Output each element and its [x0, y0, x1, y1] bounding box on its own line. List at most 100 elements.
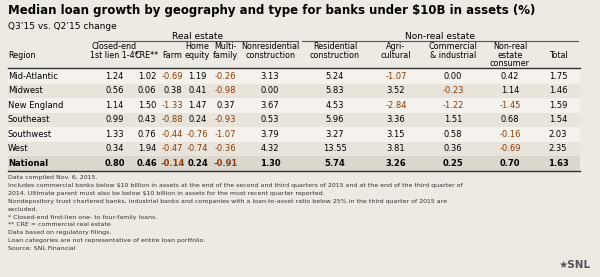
Bar	[8, 142, 580, 156]
Text: -0.98: -0.98	[215, 86, 236, 95]
Text: -1.33: -1.33	[161, 101, 184, 110]
Text: -0.91: -0.91	[214, 159, 238, 168]
Bar	[8, 127, 580, 142]
Text: -0.88: -0.88	[161, 115, 184, 124]
Text: 0.25: 0.25	[443, 159, 463, 168]
Text: cultural: cultural	[381, 51, 411, 60]
Text: Multi-: Multi-	[214, 42, 236, 51]
Text: 3.26: 3.26	[386, 159, 406, 168]
Text: -0.23: -0.23	[442, 86, 464, 95]
Text: & industrial: & industrial	[430, 51, 476, 60]
Text: -0.93: -0.93	[215, 115, 236, 124]
Text: -0.14: -0.14	[160, 159, 185, 168]
Text: 0.00: 0.00	[444, 72, 462, 81]
Text: Agri-: Agri-	[386, 42, 406, 51]
Text: -0.69: -0.69	[162, 72, 183, 81]
Text: equity: equity	[185, 51, 210, 60]
Text: 0.99: 0.99	[106, 115, 124, 124]
Text: 4.32: 4.32	[261, 144, 279, 153]
Text: Nondepository trust chartered banks, industrial banks and companies with a loan-: Nondepository trust chartered banks, ind…	[8, 199, 447, 204]
Text: Includes commercial banks below $10 billion in assets at the end of the second a: Includes commercial banks below $10 bill…	[8, 183, 463, 188]
Text: 3.27: 3.27	[326, 130, 344, 139]
Text: 0.34: 0.34	[105, 144, 124, 153]
Text: Non-real: Non-real	[493, 42, 527, 51]
Text: Data compiled Nov. 6, 2015.: Data compiled Nov. 6, 2015.	[8, 176, 97, 181]
Text: 0.06: 0.06	[138, 86, 156, 95]
Text: 3.81: 3.81	[386, 144, 406, 153]
Text: 1.75: 1.75	[549, 72, 567, 81]
Text: 0.80: 0.80	[104, 159, 125, 168]
Text: 3.67: 3.67	[260, 101, 280, 110]
Text: 0.76: 0.76	[137, 130, 157, 139]
Text: 0.38: 0.38	[163, 86, 182, 95]
Text: 3.79: 3.79	[260, 130, 280, 139]
Text: 1.33: 1.33	[105, 130, 124, 139]
Text: Residential: Residential	[313, 42, 357, 51]
Text: -2.84: -2.84	[385, 101, 407, 110]
Text: excluded.: excluded.	[8, 207, 38, 212]
Text: 0.42: 0.42	[501, 72, 519, 81]
Text: -0.69: -0.69	[499, 144, 521, 153]
Text: Loan categories are not representative of entire loan portfolio.: Loan categories are not representative o…	[8, 238, 205, 243]
Bar	[8, 69, 580, 83]
Text: 5.24: 5.24	[326, 72, 344, 81]
Bar	[8, 98, 580, 112]
Text: -0.44: -0.44	[162, 130, 183, 139]
Text: -1.45: -1.45	[499, 101, 521, 110]
Text: 1.02: 1.02	[138, 72, 156, 81]
Text: estate: estate	[497, 51, 523, 60]
Text: CRE**: CRE**	[135, 51, 159, 60]
Text: Region: Region	[8, 51, 35, 60]
Text: 2.03: 2.03	[549, 130, 567, 139]
Text: -0.76: -0.76	[187, 130, 208, 139]
Text: 0.56: 0.56	[105, 86, 124, 95]
Text: Midwest: Midwest	[8, 86, 43, 95]
Text: Source: SNL Financial: Source: SNL Financial	[8, 246, 76, 251]
Text: 0.41: 0.41	[188, 86, 206, 95]
Text: Commercial: Commercial	[428, 42, 478, 51]
Text: 0.70: 0.70	[500, 159, 520, 168]
Text: Median loan growth by geography and type for banks under $10B in assets (%): Median loan growth by geography and type…	[8, 4, 535, 17]
Text: Total: Total	[548, 51, 568, 60]
Text: 3.15: 3.15	[387, 130, 405, 139]
Text: West: West	[8, 144, 29, 153]
Text: 3.13: 3.13	[260, 72, 280, 81]
Text: 0.68: 0.68	[500, 115, 520, 124]
Text: 2014. Ultimate parent must also be below $10 billion in assets for the most rece: 2014. Ultimate parent must also be below…	[8, 191, 325, 196]
Text: construction: construction	[310, 51, 360, 60]
Text: 1.63: 1.63	[548, 159, 568, 168]
Text: family: family	[213, 51, 238, 60]
Text: 0.24: 0.24	[187, 159, 208, 168]
Bar	[8, 156, 580, 171]
Text: Q3’15 vs. Q2’15 change: Q3’15 vs. Q2’15 change	[8, 22, 117, 31]
Bar	[8, 112, 580, 127]
Text: -0.47: -0.47	[162, 144, 183, 153]
Text: construction: construction	[245, 51, 295, 60]
Text: National: National	[8, 159, 48, 168]
Text: Real estate: Real estate	[172, 32, 224, 41]
Text: Farm: Farm	[163, 51, 182, 60]
Text: ★SNL: ★SNL	[558, 260, 590, 270]
Text: 0.36: 0.36	[443, 144, 463, 153]
Text: Home: Home	[185, 42, 209, 51]
Text: * Closed-end first-lien one- to four-family loans.: * Closed-end first-lien one- to four-fam…	[8, 214, 157, 219]
Text: 1.94: 1.94	[138, 144, 156, 153]
Text: 13.55: 13.55	[323, 144, 347, 153]
Text: -1.22: -1.22	[442, 101, 464, 110]
Text: 1.24: 1.24	[106, 72, 124, 81]
Text: -0.36: -0.36	[215, 144, 236, 153]
Text: 0.24: 0.24	[188, 115, 206, 124]
Text: ** CRE = commercial real estate: ** CRE = commercial real estate	[8, 222, 111, 227]
Text: 1.50: 1.50	[138, 101, 156, 110]
Text: -0.16: -0.16	[499, 130, 521, 139]
Text: 1.14: 1.14	[106, 101, 124, 110]
Text: 0.37: 0.37	[216, 101, 235, 110]
Text: 5.96: 5.96	[326, 115, 344, 124]
Text: -0.74: -0.74	[187, 144, 208, 153]
Text: 5.83: 5.83	[326, 86, 344, 95]
Bar	[8, 83, 580, 98]
Text: 0.53: 0.53	[261, 115, 279, 124]
Text: 4.53: 4.53	[326, 101, 344, 110]
Text: Data based on regulatory filings.: Data based on regulatory filings.	[8, 230, 112, 235]
Text: -1.07: -1.07	[385, 72, 407, 81]
